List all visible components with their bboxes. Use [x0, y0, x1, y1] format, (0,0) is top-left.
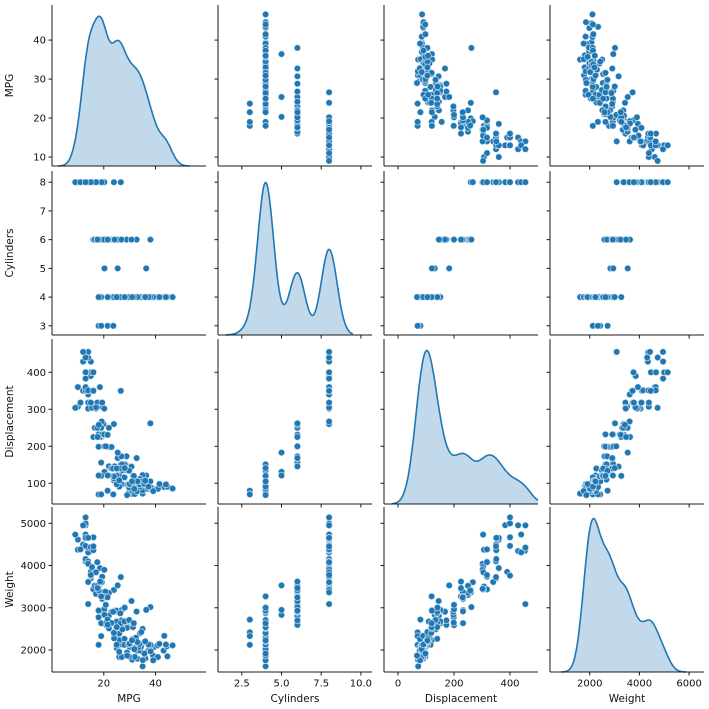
y-tick-label: 300 [27, 405, 46, 416]
y-axis-title-mpg: MPG [4, 74, 16, 98]
y-tick-label: 6 [40, 235, 46, 246]
subplot-displacement-vs-mpg: 100 200 300 400 [27, 339, 206, 508]
scatter-points [413, 513, 530, 671]
kde-curve-cylinders [225, 181, 354, 336]
y-tick-label: 4000 [21, 561, 46, 572]
subplot-mpg-vs-weight [546, 5, 704, 170]
subplot-displacement-vs-cylinders [214, 339, 372, 508]
x-tick-label: 200 [444, 679, 463, 690]
y-tick-label: 3000 [21, 603, 46, 614]
scatter-points [246, 513, 333, 671]
scatter-points [246, 348, 333, 499]
x-tick-label: 40 [149, 679, 162, 690]
x-tick-label: 5.0 [274, 679, 290, 690]
y-tick-label: 30 [33, 75, 46, 86]
y-tick-label: 5000 [21, 519, 46, 530]
y-tick-label: 400 [27, 368, 46, 379]
y-tick-label: 8 [40, 178, 46, 189]
x-axis-title-mpg: MPG [117, 693, 141, 705]
scatter-points [413, 10, 530, 165]
x-tick-label: 20 [97, 679, 110, 690]
y-tick-label: 40 [33, 36, 46, 47]
scatter-points [576, 10, 672, 165]
y-axis-title-displacement: Displacement [4, 385, 16, 457]
x-tick-label: 4000 [627, 679, 652, 690]
x-tick-label: 2.5 [234, 679, 250, 690]
y-tick-label: 5 [40, 264, 46, 275]
subplot-displacement-vs-weight [546, 339, 704, 508]
kde-curve-mpg [58, 15, 190, 167]
y-tick-label: 10 [33, 153, 46, 164]
x-tick-label: 400 [500, 679, 519, 690]
scatter-points [71, 513, 177, 671]
kde-fill-mpg [58, 16, 190, 166]
scatter-points [576, 348, 672, 499]
y-tick-label: 200 [27, 442, 46, 453]
subplot-mpg-vs-mpg: 10 20 30 40 [33, 5, 206, 170]
x-tick-label: 7.5 [313, 679, 329, 690]
subplot-mpg-vs-displacement [380, 5, 538, 170]
kde-curve-displacement [391, 349, 539, 505]
kde-fill-cylinders [225, 182, 353, 335]
x-axis-title-displacement: Displacement [425, 693, 497, 705]
y-tick-label: 20 [33, 114, 46, 125]
scatter-points [71, 178, 177, 330]
x-tick-label: 10.0 [350, 679, 372, 690]
y-tick-label: 4 [40, 293, 46, 304]
y-tick-label: 100 [27, 479, 46, 490]
kde-fill-weight [561, 518, 687, 672]
subplot-weight-vs-cylinders: 2.5 5.0 7.5 10.0 [214, 507, 372, 690]
x-tick-label: 2000 [577, 679, 602, 690]
y-tick-label: 3 [40, 321, 46, 332]
subplot-cylinders-vs-cylinders [214, 171, 372, 339]
kde-curve-weight [561, 517, 687, 673]
scatter-points [413, 178, 530, 330]
subplot-weight-vs-mpg: 20 40 2000 3000 4000 5000 [21, 507, 206, 690]
subplot-cylinders-vs-weight [546, 171, 704, 339]
subplot-weight-vs-weight: 2000 4000 6000 [546, 507, 704, 690]
x-tick-label: 6000 [676, 679, 701, 690]
subplot-cylinders-vs-displacement [380, 171, 538, 339]
kde-fill-displacement [391, 350, 538, 504]
scatter-points [576, 178, 672, 330]
y-tick-label: 2000 [21, 645, 46, 656]
y-tick-label: 7 [40, 206, 46, 217]
x-axis-title-cylinders: Cylinders [271, 693, 320, 705]
y-axis-title-cylinders: Cylinders [4, 229, 16, 278]
subplot-cylinders-vs-mpg: 3 4 5 6 7 8 [40, 171, 206, 339]
x-axis-title-weight: Weight [609, 693, 646, 705]
subplot-weight-vs-displacement: 0 200 400 [380, 507, 538, 690]
subplot-mpg-vs-cylinders [214, 5, 372, 170]
y-axis-title-weight: Weight [4, 571, 16, 608]
x-tick-label: 0 [395, 679, 401, 690]
scatter-points [246, 10, 333, 165]
scatter-points [71, 348, 177, 499]
subplot-displacement-vs-displacement [380, 339, 539, 508]
